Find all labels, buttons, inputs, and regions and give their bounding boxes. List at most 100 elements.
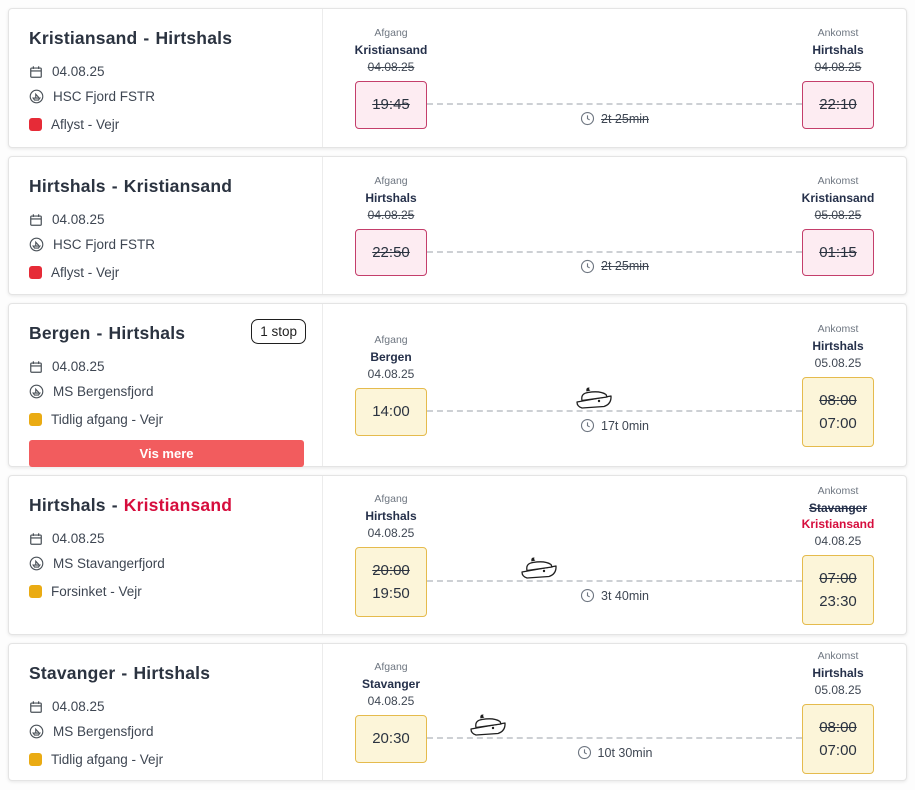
arrival-time-old: 08:00 (819, 391, 857, 409)
status-amber-square (29, 585, 42, 598)
arrival-date: 04.08.25 (814, 533, 862, 548)
timeline: Afgang Bergen 04.08.25 14:00 17t 0min An… (323, 304, 906, 466)
clock-icon (580, 588, 595, 603)
departure-timebox: 20:30 (355, 715, 427, 763)
status-amber-square (29, 413, 42, 426)
duration: 17t 0min (443, 418, 786, 433)
route-info: Stavanger - Hirtshals 04.08.25 MS Bergensf… (9, 644, 323, 780)
route-to: Hirtshals (133, 663, 211, 683)
calendar-icon (30, 213, 42, 226)
stop-count-badge: 1 stop (251, 319, 306, 344)
arrival-time-old: 07:00 (819, 569, 857, 587)
departure-label: Afgang (374, 174, 408, 187)
arrival-city-changed: Kristiansand (801, 516, 875, 531)
duration-text: 17t 0min (601, 418, 649, 433)
departure-date: 04.08.25 (367, 60, 415, 75)
status-row: Aflyst - Vejr (29, 265, 304, 280)
arrival-timebox: 01:15 (802, 228, 874, 277)
vessel-name: MS Bergensfjord (53, 384, 154, 399)
departure-timebox: 22:50 (355, 228, 427, 277)
departure-time-new: 19:50 (372, 585, 410, 603)
clock-icon (580, 259, 595, 273)
route-from: Bergen (29, 323, 91, 343)
route-info: Kristiansand - Hirtshals 04.08.25 HSC Fjor… (9, 9, 323, 147)
arrival-city: Kristiansand (801, 190, 875, 205)
vessel-row: HSC Fjord FSTR (29, 237, 304, 252)
vessel-name: MS Bergensfjord (53, 724, 154, 739)
trip-date: 04.08.25 (52, 699, 105, 714)
date-row: 04.08.25 (29, 531, 304, 546)
route-track: 17t 0min (427, 304, 802, 466)
route-separator: - (143, 28, 150, 48)
departure-label: Afgang (374, 27, 408, 40)
departure-time-cancelled: 19:45 (372, 96, 410, 114)
clock-icon (580, 418, 595, 433)
departure-card-bergen-hirtshals[interactable]: Bergen - Hirtshals 1 stop 04.08.25 MS Berg… (8, 303, 907, 467)
arrival-city-cancelled: Stavanger (808, 500, 868, 515)
ferry-icon (470, 714, 506, 736)
duration-text: 2t 25min (601, 111, 649, 126)
departure-date: 04.08.25 (367, 694, 415, 709)
departure-city: Hirtshals (365, 508, 417, 523)
show-more-button[interactable]: Vis mere (29, 440, 304, 467)
duration-text: 3t 40min (601, 588, 649, 603)
departure-time-old: 20:00 (372, 561, 410, 579)
arrival-label: Ankomst (817, 322, 859, 335)
vessel-row: HSC Fjord FSTR (29, 89, 304, 104)
arrival-date: 05.08.25 (814, 682, 862, 697)
route-info: Hirtshals - Kristiansand 04.08.25 HSC Fjor… (9, 157, 323, 294)
ship-circle-icon (29, 556, 44, 571)
departure-city: Bergen (370, 350, 412, 365)
arrival-time-cancelled: 01:15 (819, 243, 857, 261)
clock-icon (580, 111, 595, 126)
departure-city: Stavanger (361, 677, 421, 692)
route-track: 10t 30min (427, 644, 802, 780)
status-row: Tidlig afgang - Vejr (29, 412, 304, 427)
departure-endpoint: Afgang Hirtshals 04.08.25 22:50 (339, 174, 443, 277)
timeline: Afgang Hirtshals 04.08.25 22:50 2t 25min… (323, 157, 906, 294)
departure-timebox: 19:45 (355, 81, 427, 129)
arrival-city: Hirtshals (812, 43, 864, 58)
timeline: Afgang Stavanger 04.08.25 20:30 10t 30mi… (323, 644, 906, 780)
date-row: 04.08.25 (29, 359, 304, 374)
route-to: Hirtshals (108, 323, 186, 343)
departure-date: 04.08.25 (367, 367, 415, 382)
arrival-date: 05.08.25 (814, 355, 862, 370)
arrival-city: Hirtshals (812, 338, 864, 353)
arrival-date: 05.08.25 (814, 207, 862, 222)
departure-endpoint: Afgang Stavanger 04.08.25 20:30 (339, 661, 443, 763)
route-title: Hirtshals - Kristiansand (29, 176, 304, 197)
arrival-city: Hirtshals (812, 665, 864, 680)
route-to-changed: Kristiansand (123, 495, 233, 515)
trip-date: 04.08.25 (52, 359, 105, 374)
route-title: Kristiansand - Hirtshals (29, 28, 304, 49)
ship-circle-icon (29, 724, 44, 739)
clock-icon (577, 745, 591, 760)
arrival-time-new: 07:00 (819, 415, 857, 433)
route-track: 2t 25min (427, 9, 802, 147)
departure-card-stavanger-hirtshals[interactable]: Stavanger - Hirtshals 04.08.25 MS Bergensf… (8, 643, 907, 781)
departure-card-hirtshals-kristiansand-delayed[interactable]: Hirtshals - Kristiansand 04.08.25 MS Stava… (8, 475, 907, 635)
route-from: Stavanger (29, 663, 116, 683)
route-from: Hirtshals (29, 495, 106, 515)
timeline: Afgang Kristiansand 04.08.25 19:45 2t 25… (323, 9, 906, 147)
date-row: 04.08.25 (29, 64, 304, 79)
arrival-timebox: 07:00 23:30 (802, 554, 874, 626)
departure-card-kristiansand-hirtshals[interactable]: Kristiansand - Hirtshals 04.08.25 HSC Fjor… (8, 8, 907, 148)
route-track: 3t 40min (427, 476, 802, 634)
route-to: Hirtshals (155, 28, 233, 48)
duration: 10t 30min (443, 745, 786, 760)
arrival-endpoint: Ankomst Stavanger Kristiansand 04.08.25 … (786, 485, 890, 626)
departure-label: Afgang (374, 661, 408, 674)
departure-label: Afgang (374, 492, 408, 505)
departure-time: 14:00 (372, 403, 410, 421)
route-separator: - (111, 176, 118, 196)
trip-date: 04.08.25 (52, 64, 105, 79)
arrival-date: 04.08.25 (814, 60, 862, 75)
arrival-timebox: 08:00 07:00 (802, 703, 874, 775)
departure-card-hirtshals-kristiansand-cancelled[interactable]: Hirtshals - Kristiansand 04.08.25 HSC Fjor… (8, 156, 907, 295)
route-separator: - (111, 495, 118, 515)
calendar-icon (30, 532, 42, 545)
arrival-label: Ankomst (817, 27, 859, 40)
status-text: Forsinket - Vejr (51, 584, 142, 599)
